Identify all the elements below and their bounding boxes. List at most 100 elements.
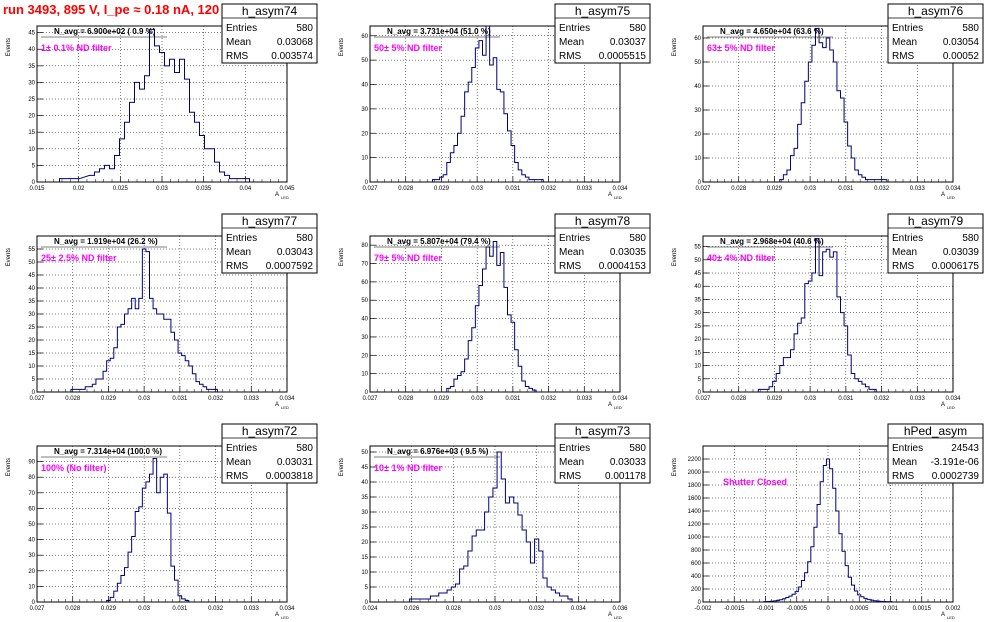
stats-box-title: h_asym78 — [575, 214, 631, 228]
y-tick-label: 10 — [694, 156, 701, 162]
stats-label: RMS — [559, 261, 582, 272]
n-avg-annotation: N_avg = 6.900e+02 ( 0.9 %) — [54, 27, 156, 36]
y-tick-label: 800 — [691, 548, 702, 554]
x-tick-label: 0.028 — [731, 186, 747, 192]
x-tick-label: 0.027 — [362, 186, 378, 192]
x-tick-label: 0.031 — [838, 396, 854, 402]
y-tick-label: 0 — [32, 390, 36, 396]
n-avg-annotation: N_avg = 6.976e+03 ( 9.5 %) — [387, 447, 489, 456]
y-tick-label: 35 — [28, 64, 35, 70]
y-tick-label: 10 — [361, 156, 368, 162]
y-tick-label: 20 — [361, 353, 368, 359]
x-axis-label-sub: LED — [614, 615, 622, 620]
x-tick-label: 0.027 — [695, 186, 711, 192]
y-tick-label: 40 — [361, 480, 368, 486]
x-tick-label: 0.028 — [731, 396, 747, 402]
histogram-panel-h_asym72: 0.027 0.028 0.029 0.03 0.031 0.032 0.033 0.034 0… — [6, 423, 318, 620]
x-tick-label: 0.028 — [65, 396, 81, 402]
stats-label: Entries — [226, 23, 257, 34]
y-tick-label: 600 — [691, 561, 702, 567]
stats-label: Mean — [226, 457, 251, 468]
x-axis-label: A — [941, 402, 945, 408]
x-tick-label: 0.029 — [767, 186, 783, 192]
stats-value: 580 — [296, 23, 313, 34]
stats-label: RMS — [226, 261, 249, 272]
x-tick-label: 0.029 — [101, 396, 117, 402]
x-tick-label: 0.033 — [577, 186, 593, 192]
filter-label: 40± 4% ND filter — [707, 253, 775, 263]
y-tick-label: 20 — [28, 569, 35, 575]
x-axis-label: A — [941, 192, 945, 198]
y-tick-label: 10 — [28, 364, 35, 370]
stats-value: 580 — [629, 23, 646, 34]
stats-label: Mean — [226, 37, 251, 48]
filter-label: 25± 2.5% ND filter — [41, 253, 117, 263]
stats-box — [554, 423, 651, 484]
stats-value: 580 — [629, 443, 646, 454]
stats-value: 0.03068 — [277, 37, 314, 48]
stats-label: RMS — [559, 51, 582, 62]
y-axis-label: Events — [339, 248, 345, 266]
y-tick-label: 40 — [361, 83, 368, 89]
histogram-panel-h_asym77: 0.027 0.028 0.029 0.03 0.031 0.032 0.033 0.034 0… — [6, 213, 318, 410]
y-tick-label: 30 — [28, 312, 35, 318]
stats-label: Entries — [226, 443, 257, 454]
y-tick-label: 55 — [694, 245, 701, 251]
stats-box-title: h_asym74 — [242, 4, 298, 18]
stats-label: Mean — [559, 457, 584, 468]
x-axis-label: A — [608, 192, 612, 198]
x-tick-label: 0.0015 — [913, 606, 932, 612]
stats-label: RMS — [559, 471, 582, 482]
x-tick-label: 0.027 — [695, 396, 711, 402]
y-tick-label: 0 — [698, 390, 702, 396]
stats-value: 0.03031 — [277, 457, 314, 468]
y-tick-label: 30 — [28, 80, 35, 86]
y-tick-label: 25 — [361, 525, 368, 531]
x-tick-label: 0.028 — [398, 396, 414, 402]
x-tick-label: 0.03 — [138, 606, 150, 612]
y-tick-label: 20 — [694, 132, 701, 138]
y-tick-label: 45 — [694, 271, 701, 277]
y-tick-label: 80 — [361, 243, 368, 249]
x-tick-label: 0.034 — [945, 396, 961, 402]
y-tick-label: 60 — [361, 280, 368, 286]
y-tick-label: 20 — [28, 114, 35, 120]
y-tick-label: 40 — [361, 317, 368, 323]
y-tick-label: 20 — [28, 338, 35, 344]
y-tick-label: 15 — [361, 555, 368, 561]
y-tick-label: 1400 — [688, 509, 702, 515]
stats-value: 0.03033 — [610, 457, 647, 468]
stats-value: 0.0005515 — [599, 51, 647, 62]
x-tick-label: 0.032 — [529, 606, 545, 612]
y-tick-label: 70 — [361, 262, 368, 268]
histogram-line-h_asym79 — [757, 238, 877, 392]
x-tick-label: 0.03 — [138, 396, 150, 402]
x-tick-label: 0.027 — [29, 396, 45, 402]
y-tick-label: 70 — [28, 491, 35, 497]
x-tick-label: 0.033 — [910, 186, 926, 192]
filter-label: 79± 5% ND filter — [374, 253, 442, 263]
stats-box — [887, 213, 984, 274]
y-tick-label: 35 — [28, 299, 35, 305]
y-tick-label: 25 — [28, 97, 35, 103]
y-tick-label: 0 — [32, 180, 36, 186]
stats-label: Mean — [559, 247, 584, 258]
x-tick-label: 0.04 — [239, 186, 251, 192]
n-avg-annotation: N_avg = 3.731e+04 (51.0 %) — [387, 27, 491, 36]
x-tick-label: 0.031 — [172, 396, 188, 402]
y-tick-label: 30 — [361, 335, 368, 341]
stats-box — [554, 3, 651, 64]
histogram-line-h_asym77 — [70, 248, 218, 392]
x-tick-label: 0.03 — [471, 396, 483, 402]
y-axis-label: Events — [339, 458, 345, 476]
y-tick-label: 0 — [698, 600, 702, 606]
stats-value: 0.0007592 — [266, 261, 314, 272]
y-tick-label: 90 — [28, 460, 35, 466]
y-tick-label: 80 — [28, 475, 35, 481]
x-axis-label-sub: LED — [281, 405, 289, 410]
x-tick-label: -0.002 — [694, 606, 712, 612]
n-avg-annotation: N_avg = 1.919e+04 (26.2 %) — [54, 237, 158, 246]
y-tick-label: 20 — [694, 337, 701, 343]
y-tick-label: 25 — [28, 325, 35, 331]
x-tick-label: 0.001 — [883, 606, 899, 612]
